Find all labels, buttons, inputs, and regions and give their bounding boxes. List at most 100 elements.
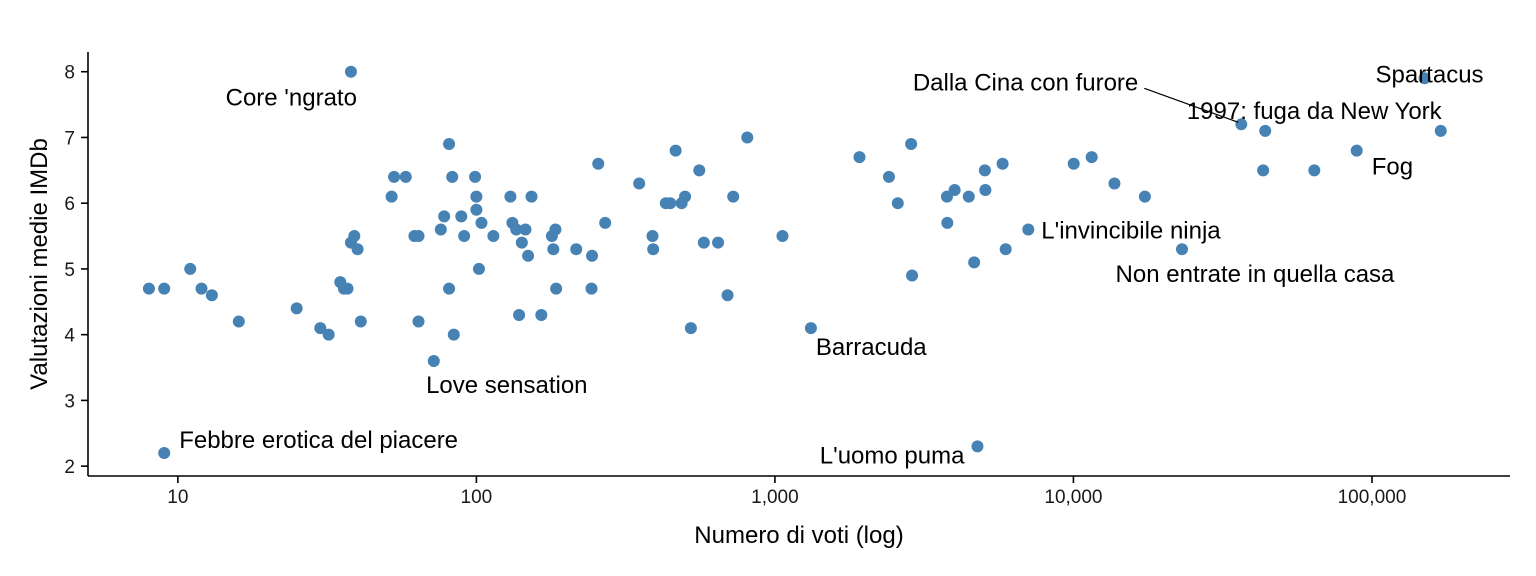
scatter-point: [341, 282, 354, 295]
scatter-point: [412, 315, 425, 328]
y-tick-label: 3: [64, 391, 75, 412]
scatter-point: [469, 170, 482, 183]
point-annotation: Love sensation: [426, 372, 587, 399]
scatter-point: [1350, 144, 1363, 157]
scatter-point: [592, 157, 605, 170]
scatter-point: [314, 322, 327, 335]
scatter-point: [515, 236, 528, 249]
scatter-point: [205, 289, 218, 302]
scatter-point: [721, 289, 734, 302]
scatter-point: [891, 197, 904, 210]
scatter-point: [412, 230, 425, 243]
scatter-point: [458, 230, 471, 243]
x-tick-label: 10,000: [1044, 487, 1102, 508]
scatter-point: [455, 210, 468, 223]
scatter-point: [999, 243, 1012, 256]
scatter-point: [804, 322, 817, 335]
scatter-point: [535, 308, 548, 321]
scatter-point: [475, 216, 488, 229]
scatter-point: [443, 138, 456, 151]
point-annotation: Spartacus: [1375, 61, 1483, 88]
point-annotation: 1997: fuga da New York: [1187, 98, 1443, 125]
scatter-point: [1259, 124, 1272, 137]
y-tick-label: 7: [64, 128, 75, 149]
scatter-point: [996, 157, 1009, 170]
scatter-point: [968, 256, 981, 269]
point-annotation: Core 'ngrato: [226, 85, 357, 112]
y-tick-label: 6: [64, 194, 75, 215]
scatter-point: [522, 249, 535, 262]
y-tick-label: 5: [64, 260, 75, 281]
scatter-point: [712, 236, 725, 249]
scatter-point: [585, 282, 598, 295]
scatter-point: [741, 131, 754, 144]
scatter-point: [971, 440, 984, 453]
scatter-point: [446, 170, 459, 183]
scatter-point: [941, 216, 954, 229]
scatter-point: [586, 249, 599, 262]
scatter-point: [447, 328, 460, 341]
scatter-point: [513, 308, 526, 321]
scatter-point: [1175, 243, 1188, 256]
scatter-point: [1308, 164, 1321, 177]
scatter-point: [549, 223, 562, 236]
scatter-point: [633, 177, 646, 190]
scatter-point: [547, 243, 560, 256]
scatter-point: [427, 354, 440, 367]
point-annotation: L'invincibile ninja: [1041, 217, 1221, 244]
scatter-point: [504, 190, 517, 203]
scatter-point: [519, 223, 532, 236]
scatter-point: [679, 190, 692, 203]
scatter-point: [727, 190, 740, 203]
scatter-point: [290, 302, 303, 315]
x-tick-label: 10: [167, 487, 188, 508]
scatter-point: [510, 223, 523, 236]
x-axis-title: Numero di voti (log): [694, 522, 903, 549]
scatter-point: [1257, 164, 1270, 177]
scatter-point: [1434, 124, 1447, 137]
scatter-point: [195, 282, 208, 295]
scatter-point: [1138, 190, 1151, 203]
scatter-point: [470, 190, 483, 203]
x-tick-label: 1,000: [751, 487, 799, 508]
scatter-point: [647, 243, 660, 256]
scatter-point: [438, 210, 451, 223]
annotation-leader-line: [1144, 87, 1239, 123]
scatter-point: [388, 170, 401, 183]
scatter-point: [184, 262, 197, 275]
scatter-point: [348, 230, 361, 243]
scatter-point: [472, 262, 485, 275]
scatter-point: [853, 151, 866, 164]
y-tick-label: 4: [64, 326, 75, 347]
scatter-point: [962, 190, 975, 203]
scatter-point: [158, 282, 171, 295]
scatter-point: [1108, 177, 1121, 190]
scatter-point: [344, 65, 357, 78]
scatter-point: [948, 184, 961, 197]
scatter-point: [646, 230, 659, 243]
point-annotation: Febbre erotica del piacere: [179, 427, 458, 454]
scatter-point: [525, 190, 538, 203]
scatter-point: [669, 144, 682, 157]
y-tick-label: 8: [64, 63, 75, 84]
scatter-point: [664, 197, 677, 210]
scatter-point: [385, 190, 398, 203]
scatter-point: [434, 223, 447, 236]
axes-layer: 10 100 1,000 10,000 100,000 2 3 4 5 6 7 8: [64, 52, 1510, 508]
scatter-point: [599, 216, 612, 229]
point-annotation: Dalla Cina con furore: [913, 69, 1138, 96]
scatter-point: [776, 230, 789, 243]
scatter-point: [978, 164, 991, 177]
scatter-point: [693, 164, 706, 177]
scatter-point: [232, 315, 245, 328]
scatter-point: [158, 446, 171, 459]
scatter-point: [697, 236, 710, 249]
scatter-point: [905, 138, 918, 151]
scatter-point: [684, 322, 697, 335]
scatter-point: [142, 282, 155, 295]
scatter-point: [354, 315, 367, 328]
scatter-point: [1235, 118, 1248, 131]
scatter-point: [470, 203, 483, 216]
y-tick-label: 2: [64, 457, 75, 478]
